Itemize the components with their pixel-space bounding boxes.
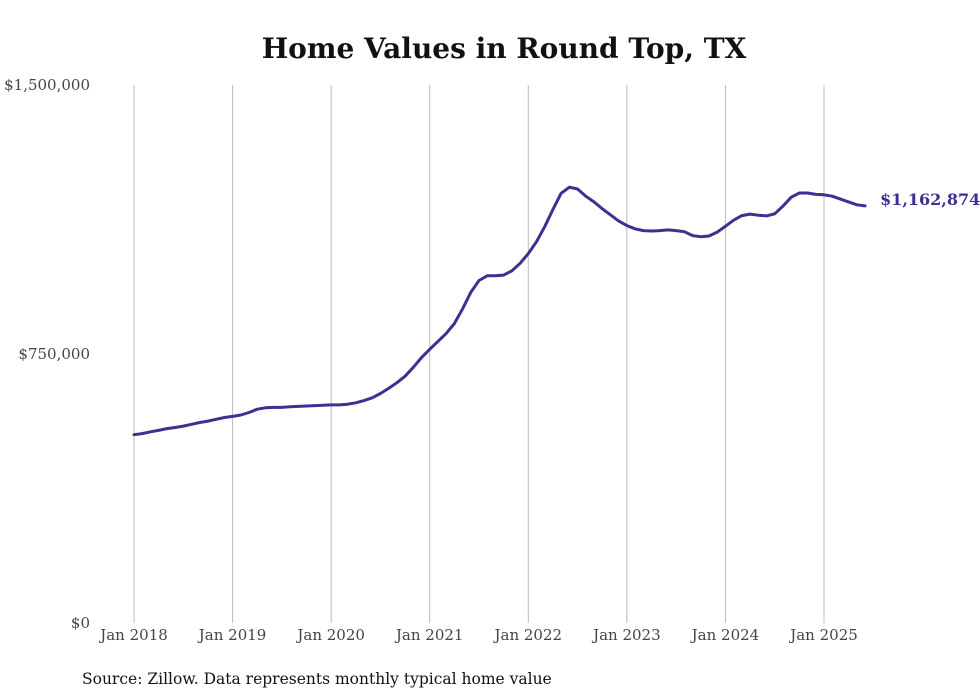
y-tick-label: $0 bbox=[71, 614, 90, 632]
x-tick-label: Jan 2024 bbox=[690, 626, 760, 644]
y-tick-label: $1,500,000 bbox=[4, 76, 90, 94]
chart-title: Home Values in Round Top, TX bbox=[262, 32, 747, 65]
x-tick-label: Jan 2022 bbox=[493, 626, 563, 644]
y-axis-ticks: $0 $750,000 $1,500,000 bbox=[4, 76, 90, 632]
x-tick-label: Jan 2018 bbox=[98, 626, 168, 644]
x-tick-label: Jan 2019 bbox=[197, 626, 267, 644]
source-note: Source: Zillow. Data represents monthly … bbox=[82, 670, 552, 688]
end-value-label: $1,162,874 bbox=[880, 190, 980, 209]
x-tick-label: Jan 2023 bbox=[591, 626, 661, 644]
x-tick-label: Jan 2025 bbox=[788, 626, 858, 644]
series-layer: $1,162,874 bbox=[132, 185, 980, 437]
x-tick-label: Jan 2020 bbox=[295, 626, 365, 644]
y-tick-label: $750,000 bbox=[18, 345, 90, 363]
series-line-0 bbox=[132, 185, 867, 437]
x-tick-label: Jan 2021 bbox=[394, 626, 464, 644]
gridlines bbox=[133, 85, 825, 623]
x-axis-ticks: Jan 2018 Jan 2019 Jan 2020 Jan 2021 Jan 2022… bbox=[98, 626, 858, 644]
